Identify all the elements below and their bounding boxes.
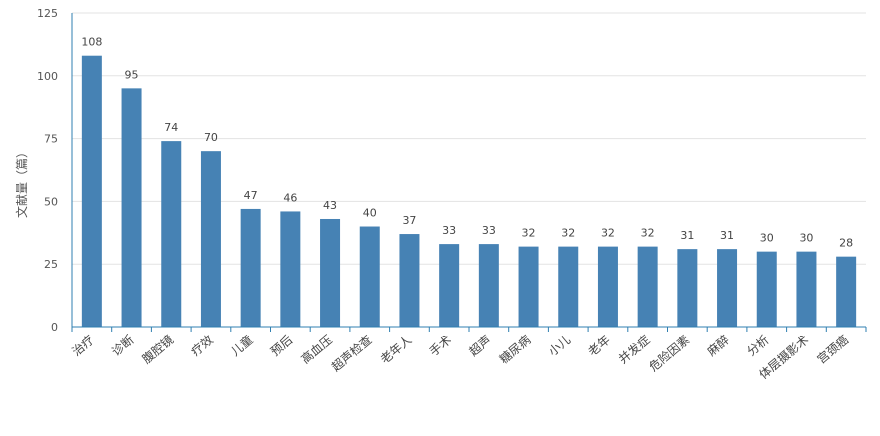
value-label-8: 37 [402,214,416,227]
bar-16 [717,249,738,327]
category-label-10: 超声 [466,332,494,359]
grid-lines [72,12,866,265]
value-label-10: 33 [482,224,496,237]
bar-5 [280,211,301,327]
category-label-5: 预后 [268,333,295,359]
value-label-9: 33 [442,224,456,237]
category-label-6: 高血压 [298,332,335,367]
bar-7 [359,226,380,327]
value-label-11: 32 [522,227,536,240]
y-tick-label-5: 125 [37,7,58,20]
value-label-3: 70 [204,131,218,144]
bar-6 [320,218,341,327]
category-label-12: 小儿 [546,333,573,359]
y-tick-label-3: 75 [44,133,58,146]
category-label-17: 分析 [744,333,771,359]
bar-4 [240,208,261,327]
bar-15 [677,249,698,327]
y-axis-title: 文献量（篇） [14,146,29,218]
bar-9 [439,244,460,327]
bar-0 [81,55,102,327]
value-label-7: 40 [363,207,377,220]
category-label-2: 腹腔镜 [139,332,176,367]
category-label-3: 疗效 [188,332,216,359]
category-label-16: 麻醉 [704,332,732,359]
bars [81,55,857,327]
value-label-6: 43 [323,199,337,212]
category-label-8: 老年人 [378,333,415,367]
category-label-1: 诊断 [108,332,136,359]
bar-10 [478,244,499,327]
bar-12 [558,246,579,327]
category-label-7: 超声检查 [328,332,374,374]
bar-17 [756,251,777,327]
category-label-4: 儿童 [228,332,256,359]
bar-14 [637,246,658,327]
category-label-11: 糖尿病 [496,332,533,367]
value-label-16: 31 [720,229,734,242]
value-label-0: 108 [81,36,102,49]
category-label-14: 并发症 [615,332,652,367]
value-label-17: 30 [760,232,774,245]
value-label-14: 32 [641,227,655,240]
bar-11 [518,246,539,327]
category-label-9: 手术 [427,333,454,359]
category-label-13: 老年 [585,333,612,359]
bar-2 [161,141,182,327]
bar-19 [836,256,857,327]
category-label-15: 危险因素 [646,332,692,374]
value-label-12: 32 [561,227,575,240]
y-tick-label-0: 0 [51,321,58,334]
y-tick-label-2: 50 [44,195,58,208]
value-labels: 108 95 74 70 47 46 43 40 37 33 33 32 32 32 32 31 31 30 30 2… [81,36,853,250]
bar-13 [597,246,618,327]
y-axis-ticks: 0 25 50 75 100 125 [37,7,73,334]
value-label-15: 31 [680,229,694,242]
bar-3 [200,151,221,327]
value-label-2: 74 [164,121,178,134]
value-label-19: 28 [839,237,853,250]
value-label-5: 46 [283,191,297,204]
category-label-19: 宫颈癌 [814,332,851,367]
value-label-1: 95 [125,68,139,81]
bar-1 [121,88,142,327]
value-label-4: 47 [244,189,258,202]
bar-18 [796,251,817,327]
category-label-0: 治疗 [69,333,96,359]
y-tick-label-4: 100 [37,70,58,83]
value-label-18: 30 [799,232,813,245]
y-tick-label-1: 25 [44,258,58,271]
value-label-13: 32 [601,227,615,240]
bar-8 [399,234,420,327]
